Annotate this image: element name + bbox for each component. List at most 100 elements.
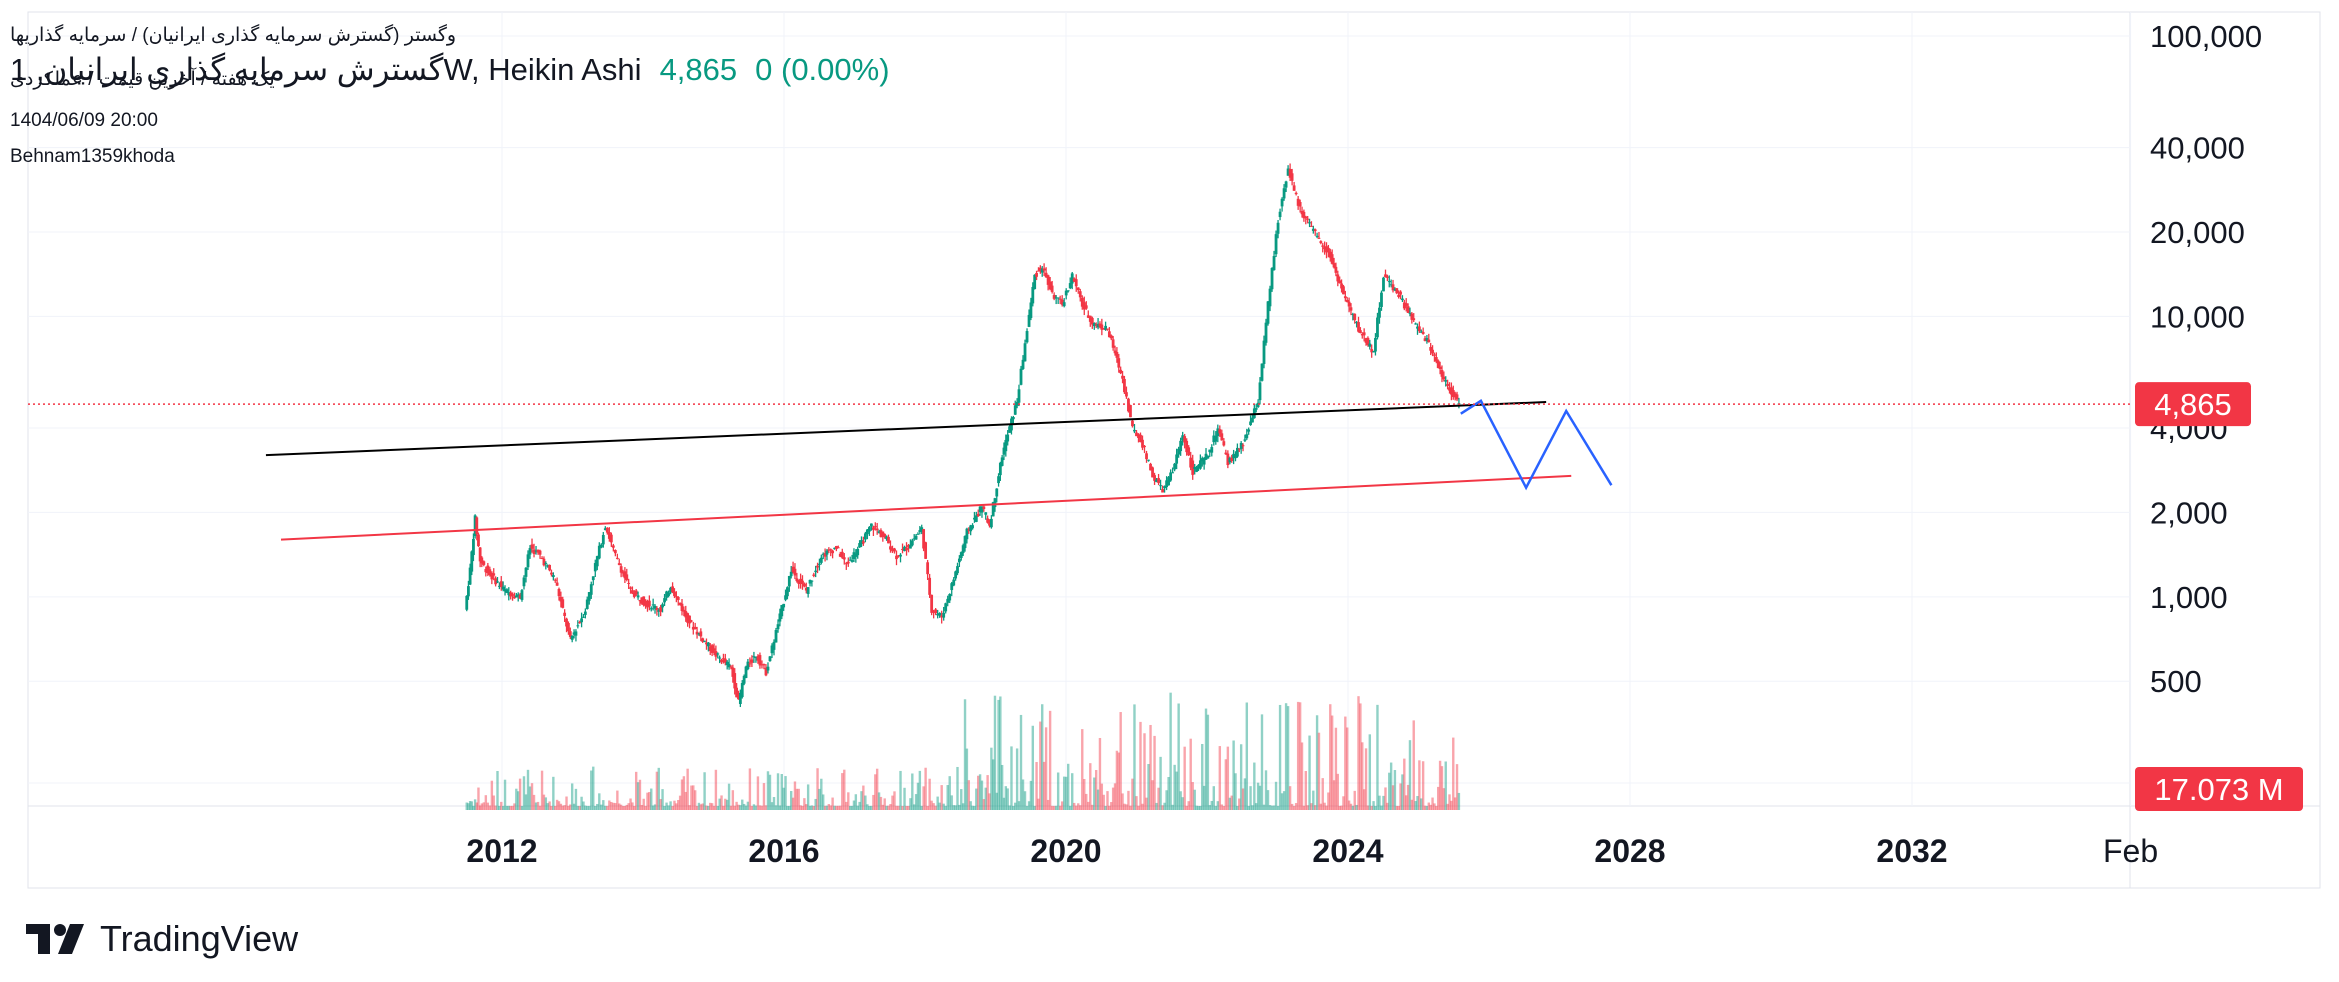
volume-bar [550, 805, 553, 810]
volume-bar [1087, 801, 1090, 810]
candle-body [703, 640, 706, 642]
candle-body [1455, 394, 1459, 400]
candle-body [1214, 435, 1218, 442]
volume-bar [602, 800, 605, 810]
candle-body [756, 656, 760, 661]
volume-bar [1384, 787, 1387, 810]
projection-line[interactable] [1460, 399, 1613, 491]
volume-bar [650, 788, 653, 810]
projection-path[interactable] [1460, 399, 1613, 491]
candle-body [1094, 324, 1098, 326]
candle-body [505, 589, 509, 593]
volume-bar [1187, 801, 1190, 810]
candle-body [603, 528, 607, 530]
volume-bar [1455, 764, 1459, 810]
volume-bar [1135, 796, 1138, 810]
candle-body [1276, 222, 1280, 234]
volume-bar [1431, 797, 1434, 810]
volume-bar [784, 776, 787, 810]
candle-body [1425, 338, 1429, 341]
volume-bar [1315, 715, 1319, 810]
candle-body [1011, 417, 1015, 420]
candle-body [542, 558, 546, 566]
candle-body [1004, 439, 1008, 452]
volume-bar [695, 806, 699, 810]
symbol-title[interactable]: گسترش سرمایه گذاری ایرانیان, 1W, Heikin … [10, 52, 642, 87]
candle-body [1353, 313, 1357, 321]
candle-body [1380, 292, 1383, 307]
price-labels: 4,865 17.073 M [28, 382, 2303, 811]
volume-badge-text: 17.073 M [2154, 772, 2283, 807]
volume-bar [1035, 761, 1038, 810]
candle-body [1151, 467, 1154, 478]
candle-body [1442, 376, 1446, 380]
volume-bar [1054, 805, 1058, 810]
volume-bar [1062, 776, 1066, 810]
volume-bar [505, 805, 509, 810]
candle-body [1258, 382, 1262, 401]
volume-bar [1093, 777, 1096, 810]
trendline-black[interactable] [265, 401, 1547, 457]
volume-bar [1264, 770, 1268, 810]
tradingview-brand[interactable]: TradingView [26, 918, 298, 960]
volume-bar [570, 783, 574, 810]
candle-body [854, 553, 858, 557]
candle-body [1300, 210, 1304, 215]
candle-body [744, 666, 748, 678]
volume-bar [960, 789, 963, 810]
brand-name: TradingView [100, 918, 299, 959]
volume-bar [810, 805, 814, 810]
candle-body [833, 547, 836, 549]
volume-bar [1416, 796, 1419, 810]
volume-bar [1304, 770, 1307, 810]
volume-bar [1157, 787, 1160, 810]
volume-bar [905, 806, 908, 810]
volume-bar [1075, 805, 1078, 810]
y-tick-label: 10,000 [2150, 299, 2245, 334]
candle-body [1387, 281, 1391, 283]
candle-body [1440, 370, 1444, 377]
candle-body [926, 562, 930, 575]
volume-bar [1129, 805, 1132, 810]
volume-bar [897, 805, 900, 810]
volume-bar [596, 803, 599, 810]
candle-body [932, 611, 936, 613]
candle-body [1438, 366, 1442, 370]
candle-body [516, 594, 520, 596]
volume-bar [612, 802, 615, 810]
x-tick-label: 2020 [1030, 833, 1101, 869]
candle-body [716, 653, 720, 655]
volume-bar [1442, 788, 1446, 810]
candle-body [691, 626, 695, 630]
candle-body [1159, 485, 1162, 487]
candle-body [595, 556, 599, 567]
author[interactable]: Behnam1359khoda [10, 146, 175, 167]
volume-bar [473, 799, 477, 810]
volume-bar [1131, 778, 1134, 810]
volume-bar [760, 805, 764, 810]
candle-body [1325, 246, 1328, 253]
volume-bar [1153, 735, 1156, 810]
candle-body [1121, 375, 1124, 379]
volume-bar [627, 803, 630, 810]
volume-bar [1272, 805, 1276, 810]
volume-bar [608, 800, 611, 810]
trendlines[interactable] [265, 401, 1572, 541]
volume-bar [1077, 803, 1080, 810]
candle-body [1189, 457, 1193, 468]
candle-body [1368, 343, 1372, 347]
volume-bar [1069, 805, 1072, 810]
volume-bar [816, 768, 819, 810]
candle-body [877, 531, 881, 533]
candle-body [984, 512, 988, 515]
volume-bar [727, 783, 731, 810]
candle-body [593, 563, 597, 572]
volume-bar [901, 805, 904, 810]
candle-body [526, 554, 530, 568]
trendline-red[interactable] [280, 474, 1572, 541]
candle-body [557, 588, 561, 597]
candle-body [1015, 401, 1019, 406]
candle-body [1088, 315, 1092, 322]
candle-body [1226, 453, 1230, 466]
